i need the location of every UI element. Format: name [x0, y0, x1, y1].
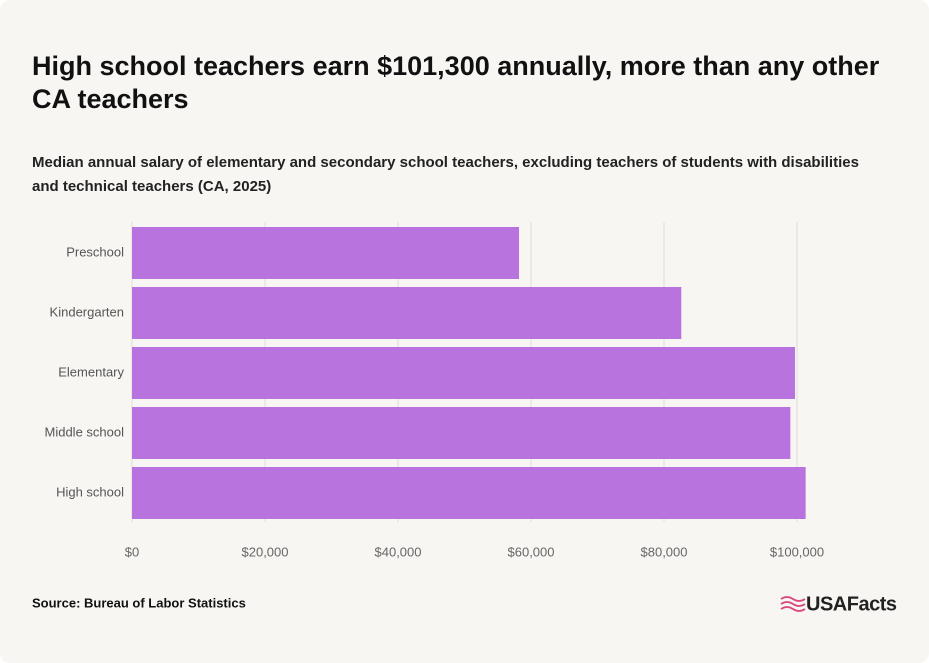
bar	[132, 407, 791, 459]
y-tick-label: High school	[56, 484, 124, 499]
bar	[132, 287, 682, 339]
y-tick-label: Elementary	[58, 364, 124, 379]
x-tick-label: $80,000	[641, 544, 688, 559]
y-tick-label: Preschool	[66, 244, 124, 259]
y-tick-label: Middle school	[45, 424, 125, 439]
chart-title-line1: High school teachers earn $101,300 annua…	[32, 51, 880, 81]
subtitle-line2: and technical teachers (CA, 2025)	[32, 178, 271, 195]
x-tick-label: $20,000	[242, 544, 289, 559]
x-tick-label: $60,000	[508, 544, 555, 559]
x-tick-label: $100,000	[770, 544, 824, 559]
y-tick-label: Kindergarten	[50, 304, 124, 319]
subtitle-line1: Median annual salary of elementary and s…	[32, 154, 859, 171]
bar	[132, 467, 806, 519]
x-tick-label: $0	[125, 544, 139, 559]
logo-icon	[780, 596, 806, 612]
x-tick-label: $40,000	[375, 544, 422, 559]
brand: USAFacts	[806, 593, 897, 615]
source: Source: Bureau of Labor Statistics	[32, 595, 246, 610]
bar	[132, 347, 796, 399]
bar	[132, 227, 520, 279]
chart-title-line2: CA teachers	[32, 84, 189, 114]
